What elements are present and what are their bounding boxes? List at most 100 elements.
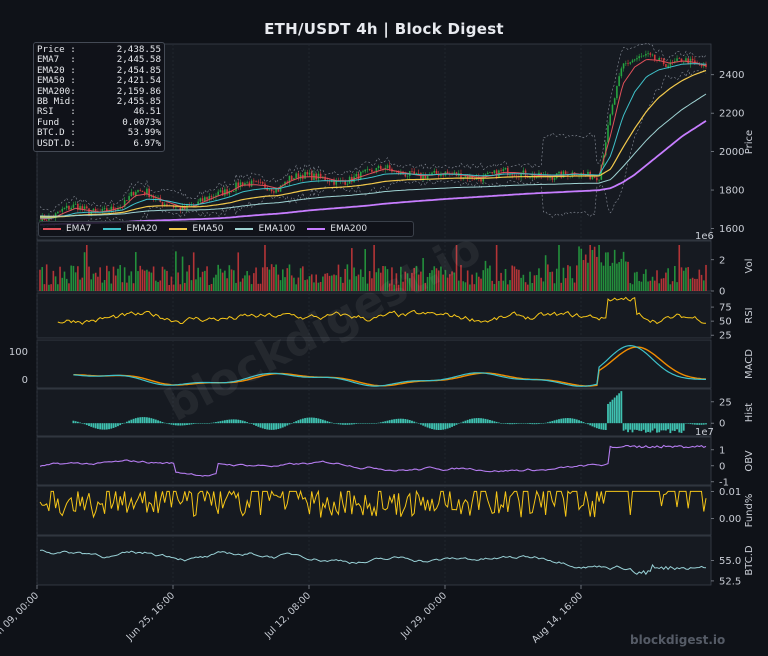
hist-bar bbox=[542, 423, 545, 424]
hist-bar bbox=[183, 423, 186, 426]
volume-bar bbox=[689, 278, 692, 291]
candle-body bbox=[150, 196, 153, 198]
candle-body bbox=[411, 171, 413, 172]
candle-body bbox=[94, 208, 97, 212]
volume-bar bbox=[61, 277, 64, 291]
candle-body bbox=[288, 175, 291, 183]
candle-body bbox=[172, 206, 175, 208]
info-value: 2,445.58 bbox=[116, 54, 161, 66]
hist-bar bbox=[426, 423, 429, 428]
volume-bar bbox=[446, 277, 449, 291]
volume-bar bbox=[449, 274, 451, 291]
volume-bar bbox=[217, 264, 219, 291]
candle-body bbox=[126, 200, 128, 201]
volume-bar bbox=[660, 278, 663, 291]
y-tick-label: 52.5 bbox=[719, 576, 741, 587]
volume-bar bbox=[480, 278, 482, 291]
volume-bar bbox=[613, 249, 616, 291]
candle-body bbox=[611, 104, 614, 115]
hist-bar bbox=[464, 420, 467, 424]
candle-body bbox=[426, 175, 429, 179]
volume-bar bbox=[455, 245, 458, 291]
hist-bar bbox=[348, 423, 351, 425]
volume-bar bbox=[540, 277, 542, 291]
candle-body bbox=[215, 195, 217, 197]
volume-bar bbox=[520, 277, 522, 291]
volume-bar bbox=[188, 265, 191, 291]
volume-bar bbox=[155, 280, 157, 291]
hist-bar bbox=[272, 423, 275, 430]
volume-bar bbox=[348, 279, 351, 291]
volume-bar bbox=[620, 258, 623, 291]
candle-body bbox=[513, 175, 516, 177]
x-tick-label: Jun 09, 00:00 bbox=[0, 590, 41, 643]
candle-body bbox=[640, 55, 643, 57]
candle-body bbox=[642, 55, 645, 57]
y-tick-label: 1 bbox=[719, 445, 725, 456]
hist-bar bbox=[444, 423, 447, 430]
candle-body bbox=[210, 196, 213, 198]
y-tick-label: 25 bbox=[719, 397, 732, 408]
candle-body bbox=[335, 179, 338, 185]
volume-bar bbox=[277, 274, 280, 291]
hist-bar bbox=[618, 393, 621, 424]
volume-bar bbox=[94, 272, 97, 291]
hist-bar bbox=[119, 423, 122, 426]
hist-bar bbox=[362, 423, 364, 424]
volume-bar bbox=[57, 284, 59, 291]
candle-body bbox=[471, 175, 473, 179]
candle-body bbox=[253, 180, 255, 182]
hist-bar bbox=[90, 423, 93, 427]
legend-swatch bbox=[307, 228, 326, 230]
hist-bar bbox=[125, 421, 128, 424]
volume-bar bbox=[183, 282, 186, 291]
candle-body bbox=[620, 68, 623, 77]
volume-bar bbox=[126, 282, 128, 291]
hist-bar bbox=[177, 423, 180, 426]
volume-bar bbox=[602, 265, 605, 291]
volume-bar bbox=[59, 266, 61, 291]
candle-body bbox=[250, 180, 253, 187]
hist-bar bbox=[473, 418, 476, 424]
hist-bar bbox=[489, 419, 491, 424]
volume-bar bbox=[72, 265, 75, 291]
volume-bar bbox=[600, 262, 603, 291]
candle-body bbox=[155, 197, 157, 199]
candle-body bbox=[489, 172, 491, 173]
volume-bar bbox=[364, 249, 367, 291]
info-row: BB Mid: 2,455.85 bbox=[37, 96, 161, 107]
volume-bar bbox=[451, 271, 453, 291]
volume-bar bbox=[576, 265, 578, 291]
volume-bar bbox=[616, 263, 618, 291]
candle-body bbox=[665, 64, 667, 67]
hist-bar bbox=[339, 423, 342, 425]
hist-bar bbox=[633, 423, 636, 430]
hist-bar bbox=[566, 418, 569, 424]
hist-bar bbox=[702, 423, 705, 425]
info-label: EMA20 : bbox=[37, 64, 76, 76]
hist-bar bbox=[491, 420, 494, 424]
candle-body bbox=[230, 191, 233, 192]
legend-swatch bbox=[43, 228, 61, 230]
volume-bar bbox=[244, 275, 246, 291]
candle-body bbox=[658, 58, 661, 61]
volume-bar bbox=[199, 277, 202, 291]
candle-body bbox=[224, 189, 226, 196]
candle-body bbox=[81, 206, 84, 209]
candle-body bbox=[567, 174, 569, 177]
candle-body bbox=[74, 203, 77, 205]
candle-body bbox=[691, 58, 694, 61]
volume-bar bbox=[157, 282, 159, 291]
hist-bar bbox=[658, 423, 661, 433]
volume-bar bbox=[179, 284, 182, 291]
volume-bar bbox=[573, 282, 576, 291]
candle-body bbox=[511, 174, 514, 176]
candle-body bbox=[270, 189, 273, 192]
candle-body bbox=[221, 190, 224, 196]
hist-bar bbox=[428, 423, 431, 429]
hist-bar bbox=[123, 422, 126, 424]
volume-bar bbox=[591, 249, 594, 291]
volume-bar bbox=[101, 282, 104, 291]
hist-bar bbox=[482, 418, 485, 424]
line-ema200 bbox=[40, 120, 707, 226]
